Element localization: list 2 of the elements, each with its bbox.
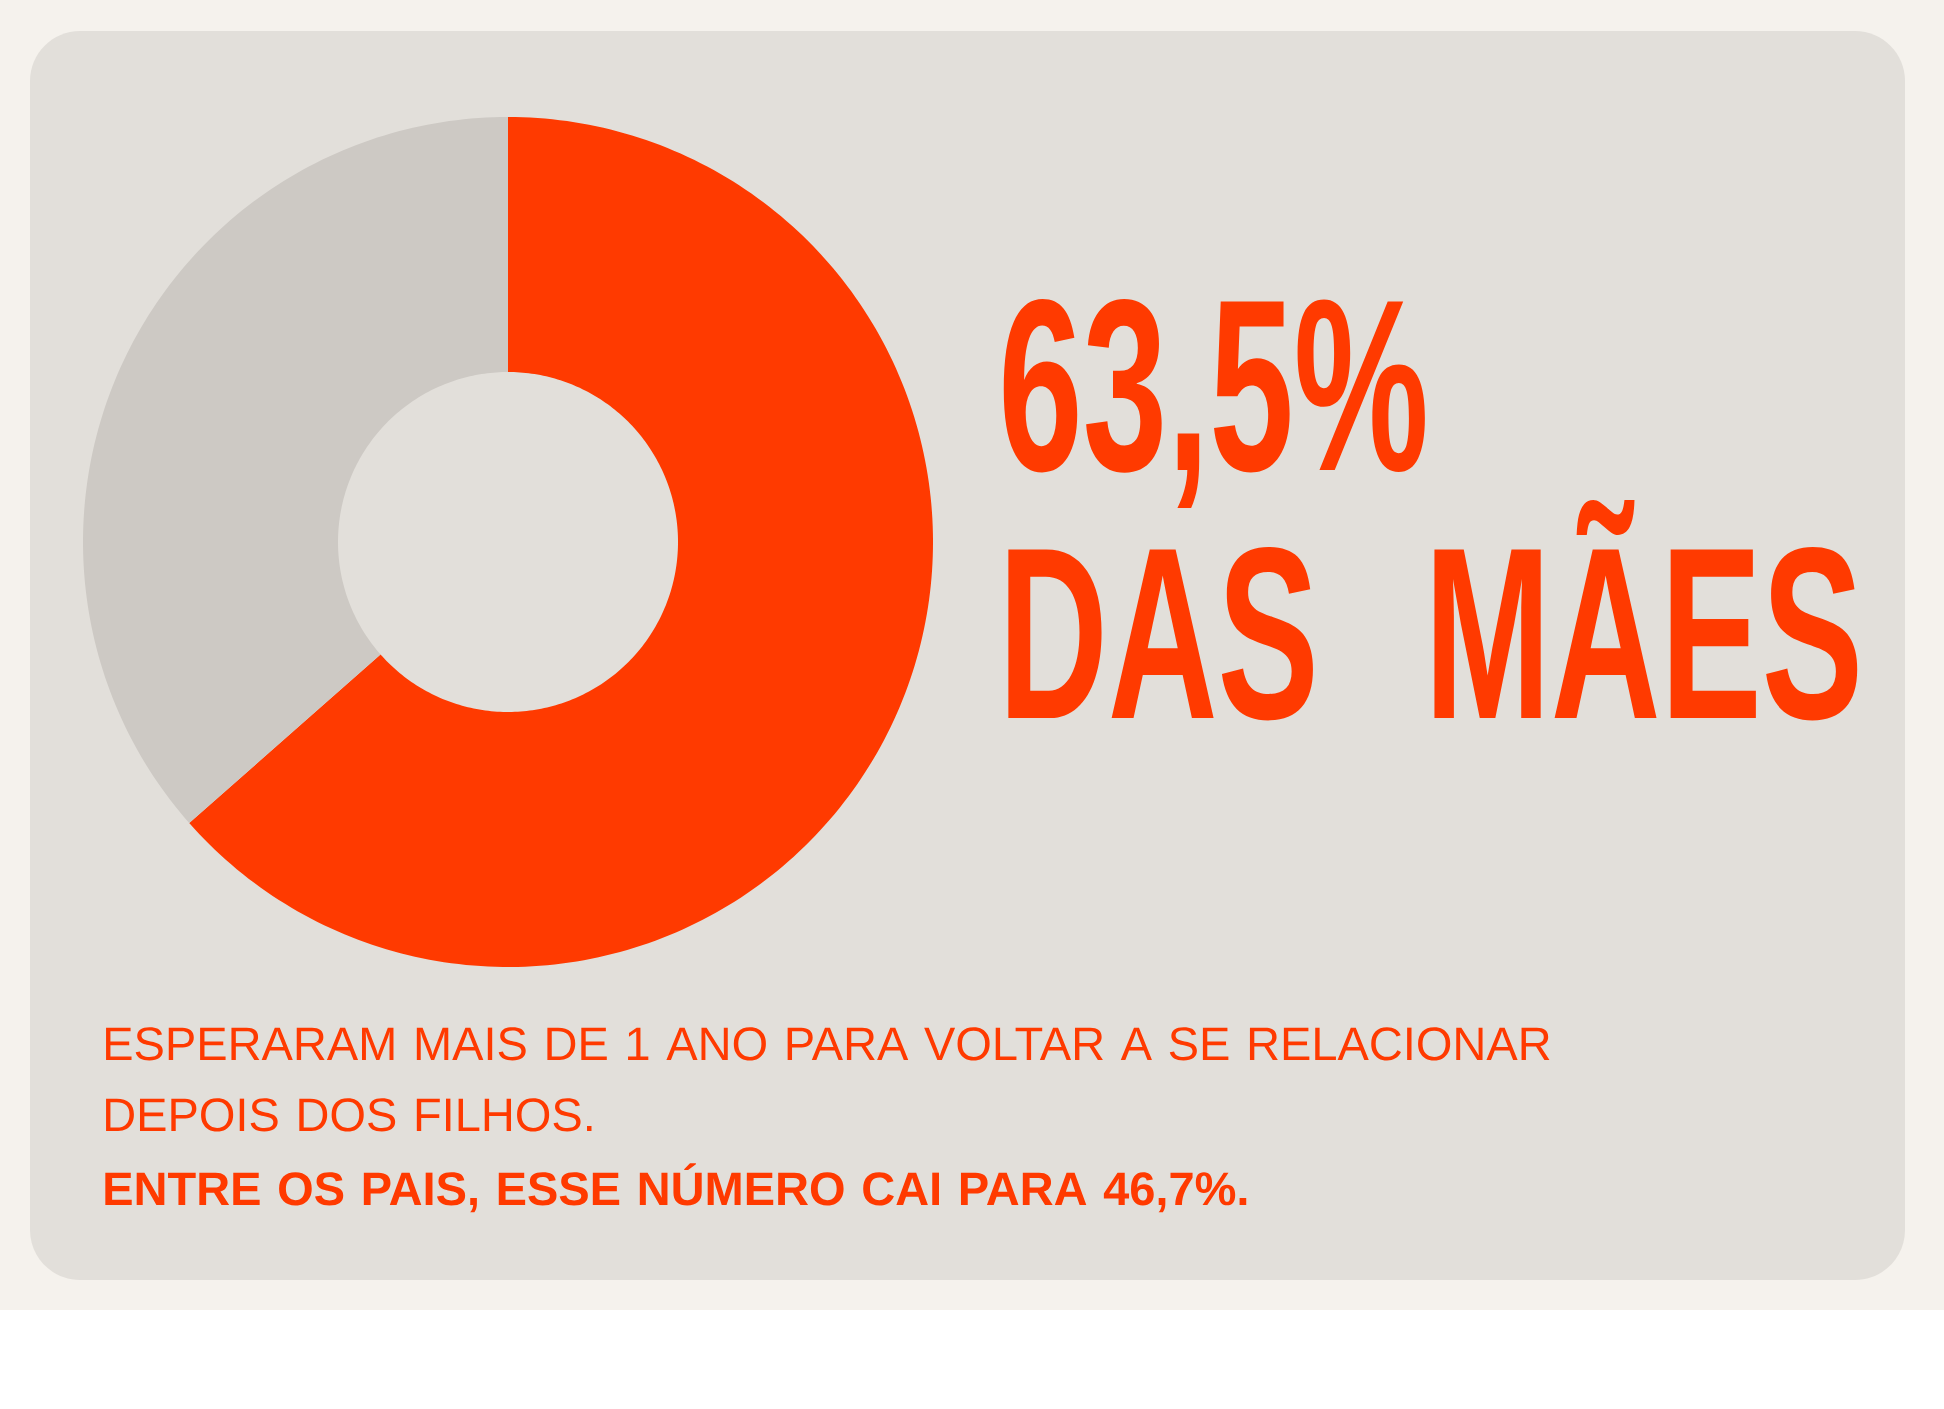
text: ESPERARAM MAIS DE 1 ANO PARA VOLTAR A SE RELACIONAR DEPOIS DOS FILHOS. (106, 1027, 1550, 1132)
text: ENTRE OS PAIS, ESSE NÚMERO CAI PARA 46,7%. (105, 1163, 1247, 1213)
